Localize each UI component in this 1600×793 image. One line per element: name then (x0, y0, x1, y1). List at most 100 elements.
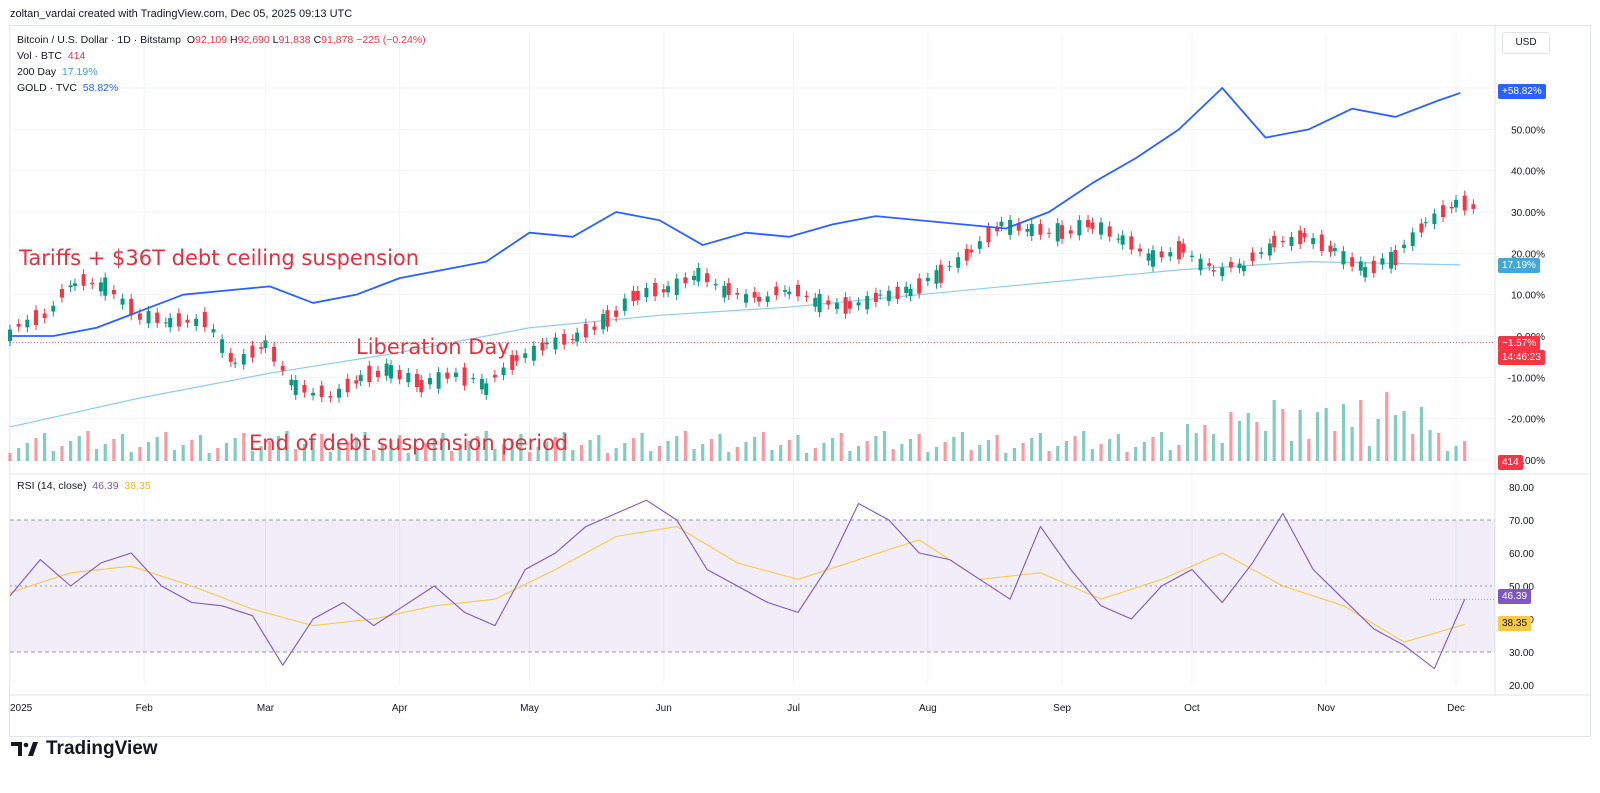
candle-body (605, 310, 610, 327)
candle-body (947, 265, 952, 267)
candle-body (653, 283, 658, 297)
volume-bar (891, 449, 895, 461)
candle-body (601, 314, 606, 330)
volume-legend[interactable]: Vol · BTC 414 (17, 50, 86, 62)
y-tick-label: 30.00% (1511, 208, 1545, 219)
volume-bar (735, 447, 739, 461)
volume-bar (709, 439, 713, 461)
candle-body (692, 275, 697, 281)
candle-body (1025, 229, 1030, 232)
volume-bar (718, 434, 722, 461)
candle-body (302, 384, 307, 393)
gold-value: 58.82% (82, 82, 119, 94)
candle-body (1047, 232, 1052, 234)
candle-body (16, 324, 21, 327)
volume-bar (242, 433, 246, 461)
candle-body (614, 310, 619, 317)
candle-body (705, 273, 710, 283)
volume-bar (666, 441, 670, 461)
symbol-name: Bitcoin / U.S. Dollar · 1D · Bitstamp (17, 34, 181, 46)
rsi-legend[interactable]: RSI (14, close) 46.39 38.35 (17, 480, 151, 492)
candle-body (280, 366, 285, 371)
volume-bar (138, 447, 142, 461)
volume-bar (1012, 448, 1017, 461)
candle-body (1389, 252, 1394, 269)
candle-body (1441, 205, 1446, 218)
candle-body (1298, 230, 1303, 245)
candle-body (622, 298, 627, 311)
candle-body (1462, 195, 1467, 211)
candle-body (1393, 250, 1398, 266)
volume-bar (1134, 447, 1138, 461)
candle-body (635, 290, 640, 301)
change-value: −225 (−0.24%) (356, 34, 426, 46)
candle-body (644, 287, 649, 298)
candle-body (510, 355, 515, 370)
volume-bar (545, 442, 549, 461)
volume-bar (311, 439, 315, 461)
candle-body (1090, 222, 1095, 229)
volume-bar (986, 440, 991, 461)
candle-body (1350, 257, 1355, 267)
volume-bar (605, 453, 610, 461)
candle-body (553, 337, 558, 350)
candle-body (1129, 236, 1134, 250)
rsi-y-tick-label: 70.00 (1509, 516, 1534, 527)
candle-body (1107, 226, 1112, 237)
candle-body (1267, 243, 1272, 256)
candle-body (176, 313, 181, 327)
low-value: 91,838 (278, 34, 311, 46)
candle-body (90, 282, 95, 285)
volume-bar (1272, 400, 1276, 461)
candle-body (1086, 220, 1091, 228)
y-tick-label: 50.00% (1511, 125, 1545, 136)
x-tick-label: Aug (919, 703, 937, 714)
gold-legend[interactable]: GOLD · TVC 58.82% (17, 82, 119, 94)
candle-body (696, 267, 701, 282)
candle-body (328, 396, 333, 398)
candle-body (250, 345, 255, 358)
volume-bar (597, 435, 601, 461)
x-tick-label: Dec (1447, 703, 1465, 714)
candle-body (146, 311, 151, 324)
candle-body (241, 354, 246, 365)
candle-body (570, 339, 575, 341)
volume-bar (1281, 409, 1285, 461)
candle-body (1250, 252, 1255, 261)
annotation-tariffs[interactable]: Tariffs + $36T debt ceiling suspension (19, 246, 420, 270)
volume-bar (1160, 432, 1164, 461)
volume-bar (112, 439, 116, 461)
candle-body (956, 257, 961, 268)
high-value: 92,690 (237, 34, 270, 46)
volume-bar (1099, 444, 1103, 461)
candle-body (562, 333, 567, 345)
annotation-debt-end[interactable]: End of debt suspension period (249, 431, 569, 455)
candle-body (471, 378, 476, 380)
volume-bar (406, 453, 410, 461)
candle-body (194, 318, 199, 327)
symbol-legend[interactable]: Bitcoin / U.S. Dollar · 1D · Bitstamp O9… (17, 34, 426, 46)
candle-body (895, 286, 900, 299)
candle-body (904, 286, 909, 293)
volume-bar (441, 433, 445, 461)
candle-body (1358, 261, 1363, 271)
tradingview-logo[interactable]: TradingView (11, 737, 158, 761)
ma-legend[interactable]: 200 Day 17.19% (17, 66, 98, 78)
candle-body (540, 342, 545, 351)
volume-bar (813, 448, 817, 461)
candle-body (120, 298, 125, 305)
volume-bar (631, 438, 636, 461)
candle-body (847, 301, 852, 309)
volume-bar (17, 448, 21, 461)
candle-body (544, 342, 549, 345)
logo-text: TradingView (46, 738, 158, 759)
annotation-liberation-day[interactable]: Liberation Day (356, 335, 510, 359)
candle-body (358, 375, 363, 382)
candle-body (804, 295, 809, 298)
volume-bar (1263, 431, 1268, 461)
candle-body (1332, 248, 1337, 252)
currency-button[interactable]: USD (1502, 32, 1550, 54)
y-tick-label: -30.00% (1508, 456, 1545, 467)
candle-body (103, 277, 108, 296)
